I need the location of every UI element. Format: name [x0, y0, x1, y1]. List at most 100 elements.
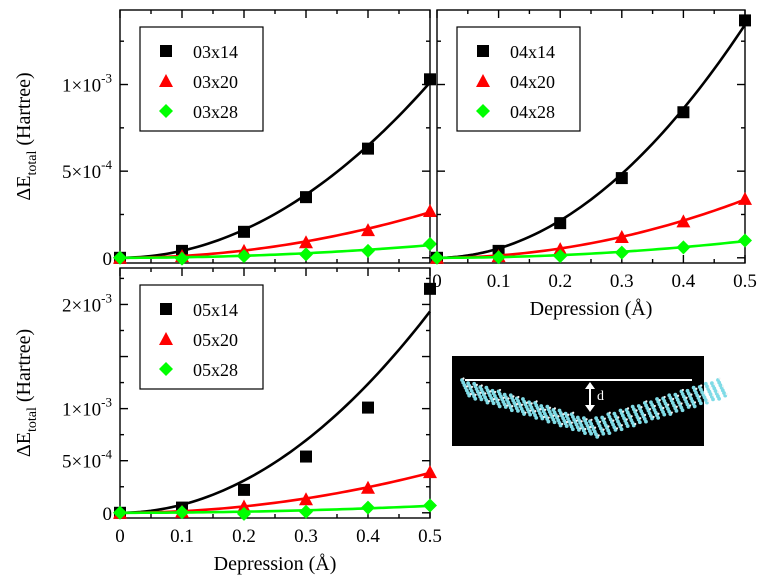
- data-point-04x28: [553, 249, 568, 264]
- data-point-04x28: [491, 250, 506, 265]
- data-point-04x20: [738, 191, 752, 205]
- legend-box: [139, 26, 264, 132]
- inset-hydrogen-atom: [718, 377, 721, 380]
- inset-carbon-atom: [625, 424, 630, 428]
- y-tick-label: 0: [103, 249, 113, 270]
- inset-carbon-atom: [692, 404, 697, 409]
- inset-carbon-atom: [546, 419, 551, 424]
- data-point-05x14: [300, 450, 312, 463]
- inset-hydrogen-atom: [507, 397, 510, 400]
- inset-hydrogen-atom: [620, 424, 623, 427]
- data-point-05x28: [237, 506, 251, 521]
- inset-carbon-atom: [589, 431, 594, 436]
- inset-hydrogen-atom: [722, 385, 725, 388]
- fit-curve-03x14: [119, 81, 431, 260]
- data-point-04x14: [554, 217, 567, 230]
- legend-marker-03x14: [160, 45, 172, 57]
- data-point-04x28: [614, 245, 629, 260]
- data-point-04x14: [739, 14, 751, 27]
- inset-hydrogen-atom: [544, 408, 547, 411]
- legend-label: 03x20: [193, 72, 238, 92]
- inset-hydrogen-atom: [681, 388, 685, 392]
- data-point-04x28: [738, 233, 752, 248]
- legend-marker-04x14: [477, 45, 489, 57]
- legend-box: [139, 284, 264, 390]
- x-tick-label: 0.1: [487, 271, 511, 292]
- inset-hydrogen-atom: [607, 425, 610, 428]
- data-point-03x28: [113, 250, 127, 265]
- inset-carbon-atom: [491, 401, 496, 406]
- inset-carbon-atom: [711, 397, 715, 402]
- legend-label: 04x14: [510, 42, 555, 62]
- inset-hydrogen-atom: [645, 400, 648, 403]
- inset-carbon-atom: [607, 431, 612, 435]
- inset-hydrogen-atom: [703, 392, 706, 395]
- inset-hydrogen-atom: [530, 402, 533, 405]
- inset-hydrogen-atom: [648, 408, 652, 411]
- inset-hydrogen-atom: [506, 404, 509, 407]
- inset-hydrogen-atom: [492, 398, 495, 401]
- x-tick-label: 0.1: [170, 526, 194, 547]
- inset-hydrogen-atom: [462, 377, 465, 380]
- y-tick-label: 1×10-3: [62, 71, 112, 97]
- inset-hydrogen-atom: [502, 396, 505, 399]
- x-tick-label: 0: [115, 526, 125, 547]
- data-point-03x20: [361, 223, 375, 237]
- inset-hydrogen-atom: [597, 434, 600, 437]
- chart-panel-bottom-left: 0 0.1 0.2 0.3 0.4 0.5 0 5×10-4 1×10-3 2×10-3 Depre…: [13, 267, 442, 575]
- inset-hydrogen-atom: [512, 395, 515, 398]
- inset-hydrogen-atom: [580, 420, 583, 423]
- chart-panel-top-right: 0 0.1 0.2 0.3 0.4 0.5 Depression (Å) 04x14 04x20…: [430, 9, 757, 320]
- inset-hydrogen-atom: [585, 418, 588, 421]
- inset-carbon-atom: [656, 415, 661, 420]
- inset-hydrogen-atom: [529, 409, 532, 412]
- legend-label: 05x20: [193, 330, 238, 350]
- data-point-05x20: [237, 499, 251, 513]
- inset-carbon-atom: [479, 397, 484, 402]
- inset-label: d: [597, 389, 604, 404]
- inset-hydrogen-atom: [676, 394, 680, 397]
- data-point-03x14: [300, 191, 312, 204]
- data-point-03x20: [299, 235, 313, 249]
- x-tick-label: 0.5: [733, 271, 757, 292]
- inset-hydrogen-atom: [552, 414, 555, 417]
- inset-carbon-atom: [637, 420, 642, 425]
- y-tick-label: 5×10-4: [62, 447, 113, 473]
- inset-hydrogen-atom: [548, 406, 552, 409]
- inset-carbon-atom: [497, 404, 502, 409]
- inset-hydrogen-atom: [494, 390, 497, 394]
- inset-hydrogen-atom: [725, 393, 728, 396]
- inset-hydrogen-atom: [534, 410, 537, 413]
- inset-hydrogen-atom: [670, 411, 673, 414]
- fit-curve-05x14: [119, 310, 432, 515]
- legend-label: 05x14: [193, 300, 238, 320]
- x-tick-label: 0.2: [548, 271, 572, 292]
- data-point-03x28: [299, 247, 313, 262]
- inset-hydrogen-atom: [700, 384, 703, 387]
- inset-hydrogen-atom: [484, 392, 487, 395]
- inset-hydrogen-atom: [640, 406, 643, 409]
- legend-marker-05x28: [159, 362, 173, 376]
- x-tick-label: 0.3: [610, 271, 634, 292]
- inset-depth-arrow-head-down: [585, 405, 595, 412]
- inset-carbon-atom: [674, 408, 679, 413]
- inset-carbon-atom: [552, 420, 557, 425]
- data-point-05x28: [361, 500, 375, 515]
- data-point-05x28: [113, 505, 127, 520]
- inset-carbon-atom: [564, 424, 569, 428]
- inset-hydrogen-atom: [487, 400, 491, 403]
- inset-hydrogen-atom: [717, 391, 720, 394]
- inset-carbon-atom: [473, 396, 478, 401]
- inset-hydrogen-atom: [539, 408, 542, 411]
- y-tick-label: 1×10-3: [62, 395, 112, 421]
- legend-marker-03x28: [159, 104, 173, 118]
- inset-hydrogen-atom: [635, 409, 638, 412]
- inset-carbon-atom: [528, 412, 533, 417]
- inset-hydrogen-atom: [698, 395, 702, 398]
- inset-hydrogen-atom: [489, 390, 492, 393]
- inset-hydrogen-atom: [667, 403, 670, 406]
- data-point-05x28: [423, 498, 437, 513]
- legend-label: 04x28: [510, 102, 555, 122]
- inset-hydrogen-atom: [561, 422, 564, 426]
- inset-hydrogen-atom: [557, 415, 560, 418]
